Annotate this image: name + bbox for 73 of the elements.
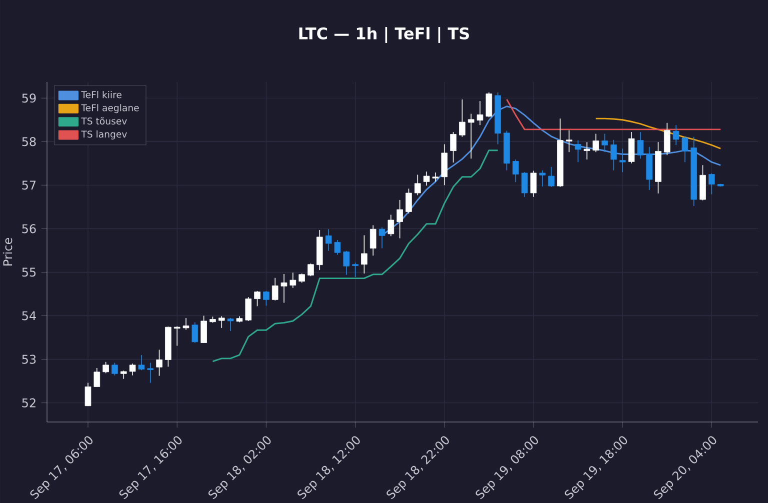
candlestick <box>468 113 474 160</box>
candlestick <box>619 148 626 172</box>
candlestick <box>102 362 109 374</box>
candlestick <box>334 240 341 256</box>
candlestick <box>370 224 376 256</box>
legend-label: TeFl aeglane <box>81 104 139 114</box>
candlestick <box>708 173 715 195</box>
y-tick-label: 52 <box>22 398 36 408</box>
candlestick <box>361 234 368 274</box>
candlestick <box>637 132 644 160</box>
candlestick <box>459 99 466 138</box>
candlestick <box>396 200 403 239</box>
y-tick-label: 57 <box>22 180 36 190</box>
candlestick <box>263 290 270 306</box>
candlestick <box>200 315 207 344</box>
candlestick <box>566 130 572 152</box>
candlestick <box>147 362 154 384</box>
candlestick <box>227 318 234 332</box>
candlestick <box>280 274 288 304</box>
candlestick <box>138 354 145 371</box>
candlestick <box>672 124 680 146</box>
candlestick <box>682 136 688 162</box>
candlestick <box>352 262 358 278</box>
candlestick <box>602 133 608 152</box>
candlestick <box>406 188 412 214</box>
candlestick <box>628 132 635 164</box>
candlestick <box>450 132 456 163</box>
candlestick <box>94 368 100 388</box>
candlestick <box>308 263 314 277</box>
y-tick-label: 53 <box>22 354 36 364</box>
candlestick <box>343 250 350 276</box>
candlestick <box>539 170 546 187</box>
candlestick <box>414 174 421 196</box>
candlestick <box>245 296 252 322</box>
candlestick <box>530 170 537 198</box>
candlestick <box>174 326 180 346</box>
candlestick <box>290 272 296 288</box>
candlestick <box>298 273 305 284</box>
candlestick <box>476 100 484 126</box>
candlestick <box>664 122 670 156</box>
candlestick <box>574 140 582 162</box>
y-tick-label: 58 <box>22 137 36 146</box>
candlestick <box>378 226 386 249</box>
y-tick-label: 59 <box>22 94 36 103</box>
y-axis-title: Price <box>2 238 12 266</box>
candlestick <box>272 277 278 301</box>
candlestick <box>548 166 554 188</box>
candlestick <box>521 172 528 198</box>
chart-title: LTC — 1h | TeFl | TS <box>299 26 469 43</box>
candlestick <box>432 172 439 182</box>
candlestick <box>192 322 198 344</box>
candlestick <box>84 382 92 406</box>
candlestick <box>512 159 519 183</box>
legend-label: TS langev <box>81 130 127 140</box>
legend-label: TS tõusev <box>81 117 127 125</box>
candlestick <box>156 349 162 376</box>
candlestick <box>129 363 136 376</box>
candlestick <box>441 144 448 186</box>
candlestick <box>254 290 260 307</box>
candlestick <box>388 214 394 236</box>
candlestick <box>423 171 430 186</box>
y-tick-label: 55 <box>22 268 36 277</box>
candlestick <box>584 142 590 160</box>
candlestick <box>325 228 332 252</box>
candlestick <box>486 92 492 118</box>
candlestick <box>112 362 118 376</box>
legend-label: TeFl kiire <box>81 90 122 98</box>
y-tick-label: 56 <box>22 224 36 234</box>
candlestick <box>592 133 599 152</box>
candlestick <box>182 318 190 330</box>
candlestick <box>610 139 617 171</box>
y-tick-label: 54 <box>22 311 36 320</box>
candlestick <box>218 316 225 328</box>
